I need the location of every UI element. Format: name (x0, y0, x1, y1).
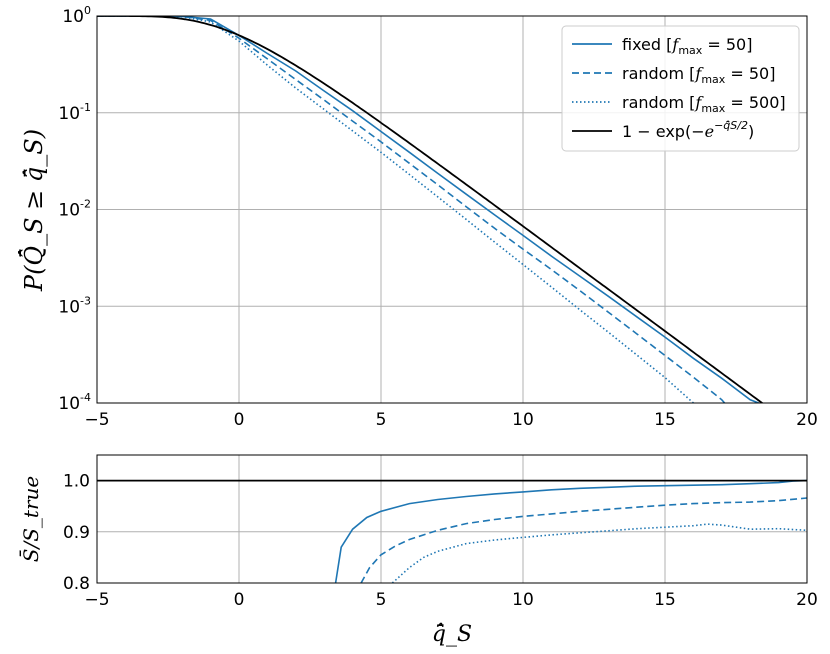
top-x-tick-label: 0 (234, 410, 245, 430)
top-x-tick-label: 20 (796, 410, 818, 430)
bottom-y-axis-label: S̄/S_true (18, 476, 43, 562)
top-y-tick-label: 10-4 (58, 391, 91, 414)
bottom-plot-frame (96, 454, 808, 584)
bottom-x-tick-label: 15 (654, 590, 676, 610)
top-series-line-3 (97, 16, 764, 403)
bottom-y-tick-label: 1.0 (63, 472, 90, 492)
bottom-y-tick-label: 0.9 (63, 523, 90, 543)
bottom-series-line-0 (334, 479, 807, 583)
legend-label-2: random [fmax = 500] (622, 93, 786, 115)
bottom-x-tick-label: −5 (84, 590, 109, 610)
bottom-series-line-1 (360, 497, 807, 583)
x-axis-label: q̄̂_S (432, 622, 472, 647)
top-y-tick-label: 10-2 (58, 198, 91, 221)
top-plot-frame (96, 15, 808, 404)
top-x-tick-label: 10 (512, 410, 534, 430)
bottom-grid (96, 455, 808, 584)
bottom-y-tick-labels: 0.8 0.9 1.0 (63, 472, 90, 594)
bottom-series (97, 479, 807, 583)
top-x-tick-label: −5 (84, 410, 109, 430)
top-x-tick-labels: −5 0 5 10 15 20 (84, 410, 817, 430)
bottom-x-tick-label: 5 (376, 590, 387, 610)
legend-label-3: 1 − exp(−e−q̄̂S/2) (622, 119, 754, 141)
legend: fixed [fmax = 50] random [fmax = 50] rando… (561, 25, 800, 152)
bottom-x-tick-labels: −5 0 5 10 15 20 (84, 590, 817, 610)
top-y-tick-label: 100 (62, 4, 91, 27)
top-plot: −5 0 5 10 15 20 100 10-1 10-2 10-3 10-4 P(Q̄̂_S ≥… (18, 4, 818, 430)
bottom-x-tick-label: 20 (796, 590, 818, 610)
bottom-y-tick-label: 0.8 (63, 574, 90, 594)
bottom-x-tick-label: 10 (512, 590, 534, 610)
top-y-tick-labels: 100 10-1 10-2 10-3 10-4 (58, 4, 91, 414)
bottom-plot: −5 0 5 10 15 20 0.8 0.9 1.0 S̄/S_true q̄̂_S (18, 454, 818, 647)
legend-label-0: fixed [fmax = 50] (622, 35, 752, 57)
bottom-x-tick-label: 0 (234, 590, 245, 610)
top-y-tick-label: 10-1 (58, 101, 91, 124)
top-y-axis-label: P(Q̄̂_S ≥ q̄̂_S) (18, 129, 48, 292)
top-x-tick-label: 5 (376, 410, 387, 430)
legend-box (561, 25, 800, 152)
bottom-series-line-2 (391, 523, 807, 583)
legend-label-1: random [fmax = 50] (622, 64, 775, 86)
top-x-tick-label: 15 (654, 410, 676, 430)
top-y-tick-label: 10-3 (58, 294, 91, 317)
top-series (97, 16, 764, 403)
